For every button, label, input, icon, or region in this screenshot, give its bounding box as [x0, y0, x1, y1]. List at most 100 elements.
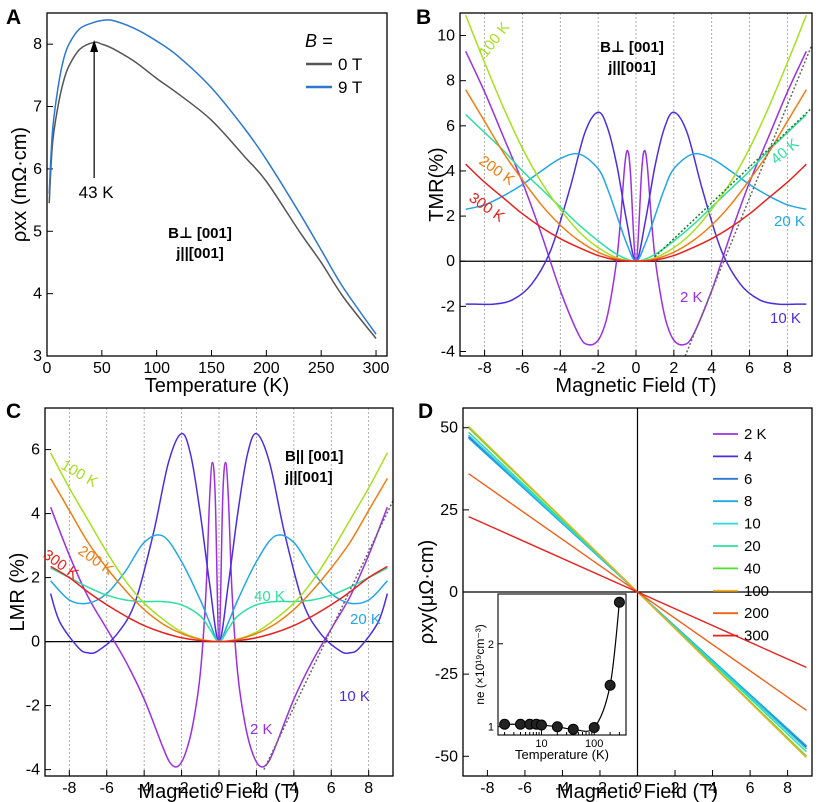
panel-c-xlabel: Magnetic Field (T) — [138, 781, 299, 802]
panel-d-ytick-label: -25 — [435, 666, 458, 683]
panel-b-fit-line-2k — [684, 44, 812, 356]
panel-label-c: C — [6, 400, 21, 423]
panel-d-xtick-label: 4 — [708, 780, 717, 797]
panel-b-xtick-label: -8 — [477, 360, 491, 377]
panel-d-inset-ylabel: ne (×10¹⁹cm⁻³) — [473, 624, 487, 705]
panel-a-arrow-head — [90, 40, 99, 52]
panel-c-ytick-label: -4 — [26, 762, 40, 779]
panel-b-field-label: B⊥ [001] — [600, 39, 664, 56]
panel-d-inset-xtick-label: 100 — [585, 738, 603, 750]
panel-d-inset-frame — [497, 593, 627, 736]
panel-d-xtick-label: -4 — [555, 780, 569, 797]
panel-c-series-group — [49, 432, 393, 770]
panel-d-legend-label-100: 100 — [744, 583, 769, 600]
panel-d-ytick-label: 0 — [449, 584, 458, 601]
panel-a-ylabel: ρxx (mΩ·cm) — [9, 127, 31, 242]
panel-c-xtick-label: -2 — [174, 780, 188, 797]
panel-b-curve-label-20-k: 20 K — [774, 213, 805, 230]
panel-d-inset-point — [551, 721, 563, 733]
panel-a-frame — [46, 12, 388, 357]
panel-b-xtick-label: 6 — [745, 360, 754, 377]
panel-a-xtick-label: 50 — [93, 360, 111, 377]
panel-b-ytick-label: 4 — [446, 163, 455, 180]
panel-d-inset-ytick-label: 1 — [488, 722, 494, 734]
panel-d-xtick-label: -8 — [480, 780, 494, 797]
panel-b-fit-line-40k — [654, 107, 812, 258]
panel-b-xtick-label: 8 — [783, 360, 792, 377]
panel-a-xtick-label: 250 — [308, 360, 335, 377]
panel-b-xtick-label: 2 — [669, 360, 678, 377]
panel-c-series-300-k — [50, 565, 388, 643]
panel-b-tmr-plot: -8 -6 -4 -2 0 2 4 6 8 -4 -2 0 2 4 6 8 10 Magnetic Field (… — [426, 12, 813, 397]
panel-b-curve-label-200-k: 200 K — [476, 152, 518, 188]
panel-d-inset-point — [514, 718, 526, 730]
panel-b-current-label: j||[001] — [607, 59, 656, 76]
panel-d-xtick-label: -2 — [593, 780, 607, 797]
panel-a-ytick-label: 4 — [33, 286, 42, 303]
panel-b-ytick-label: 2 — [446, 208, 455, 225]
panel-b-series-group — [464, 14, 812, 356]
panel-d-xtick-label: 0 — [633, 780, 642, 797]
panel-a-xtick-label: 100 — [143, 360, 170, 377]
panel-c-ytick-label: 0 — [31, 634, 40, 651]
panel-d-inset-point — [567, 723, 579, 735]
panel-a-ytick-label: 3 — [33, 348, 42, 365]
panel-d-inset-xtick-label: 10 — [535, 738, 547, 750]
panel-d-inset-xlabel: Temperature (K) — [515, 747, 609, 762]
panel-a-arrow-label: 43 K — [79, 183, 115, 202]
panel-c-xtick-label: -4 — [137, 780, 151, 797]
panel-a-xtick-label: 200 — [253, 360, 280, 377]
panel-a-legend-label-9-t: 9 T — [338, 78, 362, 97]
panel-a-series-0-t — [48, 41, 377, 340]
panel-label-a: A — [6, 6, 21, 29]
panel-label-b: B — [416, 6, 431, 29]
panel-b-curve-label-300-k: 300 K — [466, 189, 508, 225]
panel-c-field-label: B|| [001] — [285, 448, 343, 465]
panel-d-inset-point — [588, 722, 600, 734]
panel-d-inset-point — [613, 596, 625, 608]
panel-b-xtick-label: 0 — [632, 360, 641, 377]
panel-d-xlabel: Magnetic Field (T) — [557, 781, 718, 802]
panel-c-xtick-label: 2 — [252, 780, 261, 797]
panel-c-xtick-label: 8 — [364, 780, 373, 797]
panel-b-curve-label-2-k: 2 K — [680, 289, 703, 306]
panel-a-legend-label-0-t: 0 T — [338, 55, 362, 74]
panel-c-xtick-label: -8 — [62, 780, 76, 797]
panel-d-legend-label-200: 200 — [744, 605, 769, 622]
panel-d-legend-label-8: 8 — [744, 493, 752, 510]
panel-a-series-9-t — [48, 19, 377, 335]
panel-c-ytick-label: -2 — [26, 698, 40, 715]
panel-b-curve-label-10-k: 10 K — [770, 310, 801, 327]
panel-d-inset-point — [604, 679, 616, 691]
panel-c-curve-label-20-k: 20 K — [350, 611, 381, 628]
panel-d-xtick-label: 8 — [783, 780, 792, 797]
panel-d-legend-label-4: 4 — [744, 448, 752, 465]
panel-d-hall-plot: -8 -6 -4 -2 0 2 4 6 8 -50 -25 0 25 50 Magnetic Field (… — [416, 407, 813, 802]
panel-b-frame — [459, 12, 813, 357]
panel-a-xlabel: Temperature (K) — [145, 375, 290, 397]
panel-b-ylabel: TMR(%) — [426, 147, 448, 221]
panel-c-frame — [44, 407, 394, 777]
panel-c-ytick-label: 4 — [31, 506, 40, 523]
panel-b-ytick-label: 6 — [446, 118, 455, 135]
panel-c-curve-label-10-k: 10 K — [339, 688, 370, 705]
panel-a-ytick-label: 8 — [33, 36, 42, 53]
panel-a-ytick-label: 5 — [33, 223, 42, 240]
panel-d-ytick-label: -50 — [435, 748, 458, 765]
panel-d-inset-ytick-label: 2 — [488, 639, 494, 651]
panel-c-curve-label-40-k: 40 K — [254, 588, 285, 605]
panel-a-xtick-label: 300 — [363, 360, 390, 377]
panel-b-ytick-label: -4 — [441, 343, 455, 360]
panel-d-xtick-label: 2 — [671, 780, 680, 797]
panel-c-ylabel: LMR (%) — [7, 553, 29, 632]
panel-c-curve-label-200-k: 200 K — [75, 542, 117, 578]
panel-d-inset-point — [535, 719, 547, 731]
panel-a-xtick-label: 0 — [43, 360, 52, 377]
panel-c-xtick-label: 6 — [327, 780, 336, 797]
panel-c-ytick-label: 2 — [31, 570, 40, 587]
panel-b-xtick-label: 4 — [707, 360, 716, 377]
panel-b-series-300-k — [465, 163, 807, 262]
panel-a-current-label: j||[001] — [175, 245, 224, 262]
panel-b-xtick-label: -4 — [553, 360, 567, 377]
